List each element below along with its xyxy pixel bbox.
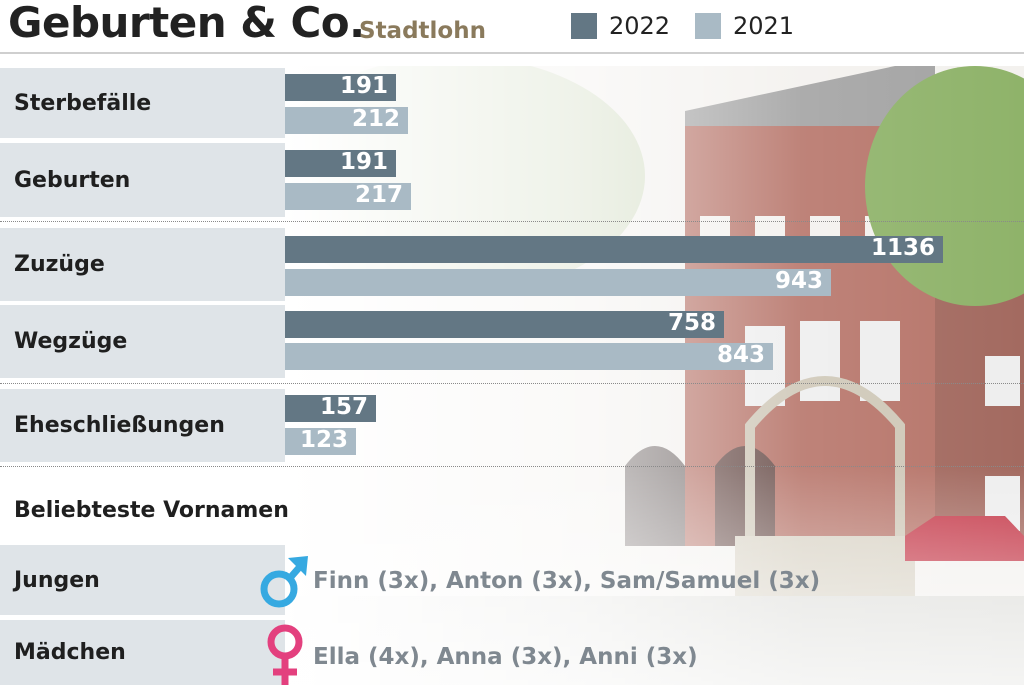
chart-title: Geburten & Co.: [8, 0, 365, 47]
boys-names: Finn (3x), Anton (3x), Sam/Samuel (3x): [313, 568, 821, 594]
legend-item-2021: 2021: [695, 12, 794, 40]
bar-zuzuege-2021: 943: [285, 268, 831, 296]
bar-sterbefaelle-2021: 212: [285, 106, 408, 134]
legend-swatch-2022: [571, 13, 597, 39]
girls-names: Ella (4x), Anna (3x), Anni (3x): [313, 644, 698, 670]
background-photo: [285, 66, 1024, 685]
section-divider: [0, 221, 1024, 222]
category-label-zuzuege: Zuzüge: [0, 228, 285, 301]
legend-label-2022: 2022: [609, 12, 671, 40]
category-label-sterbefaelle: Sterbefälle: [0, 68, 285, 138]
bar-value-label: 191: [339, 149, 388, 175]
bar-value-label: 217: [354, 182, 403, 208]
bar-zuzuege-2022: 1136: [285, 235, 943, 263]
bar-value-label: 758: [667, 310, 716, 336]
bar-wegzuege-2021: 843: [285, 342, 773, 370]
town-hall-illustration: [285, 66, 1024, 685]
bar-eheschliessungen-2021: 123: [285, 427, 356, 455]
legend-label-2021: 2021: [733, 12, 795, 40]
section-divider: [0, 383, 1024, 384]
section-divider: [0, 466, 1024, 467]
bar-eheschliessungen-2022: 157: [285, 394, 376, 422]
category-label-wegzuege: Wegzüge: [0, 305, 285, 378]
bar-value-label: 943: [774, 268, 823, 294]
chart-subtitle: Stadtlohn: [359, 18, 486, 44]
bar-value-label: 123: [299, 427, 348, 453]
category-label-geburten: Geburten: [0, 143, 285, 217]
female-symbol-icon: [267, 624, 303, 685]
legend-item-2022: 2022: [571, 12, 670, 40]
girls-label: Mädchen: [0, 620, 285, 685]
bar-value-label: 212: [351, 106, 400, 132]
male-symbol-icon: [260, 556, 308, 608]
bar-geburten-2021: 217: [285, 182, 411, 210]
boys-label: Jungen: [0, 545, 285, 615]
legend-swatch-2021: [695, 13, 721, 39]
bar-value-label: 843: [716, 342, 765, 368]
bar-value-label: 1136: [870, 235, 935, 261]
bar-value-label: 191: [339, 73, 388, 99]
category-label-eheschliessungen: Eheschließungen: [0, 389, 285, 462]
bar-value-label: 157: [319, 394, 368, 420]
bar-sterbefaelle-2022: 191: [285, 73, 396, 101]
title-rule: [0, 52, 1024, 54]
names-heading: Beliebteste Vornamen: [14, 498, 289, 523]
bar-geburten-2022: 191: [285, 149, 396, 177]
bar-wegzuege-2022: 758: [285, 310, 724, 338]
